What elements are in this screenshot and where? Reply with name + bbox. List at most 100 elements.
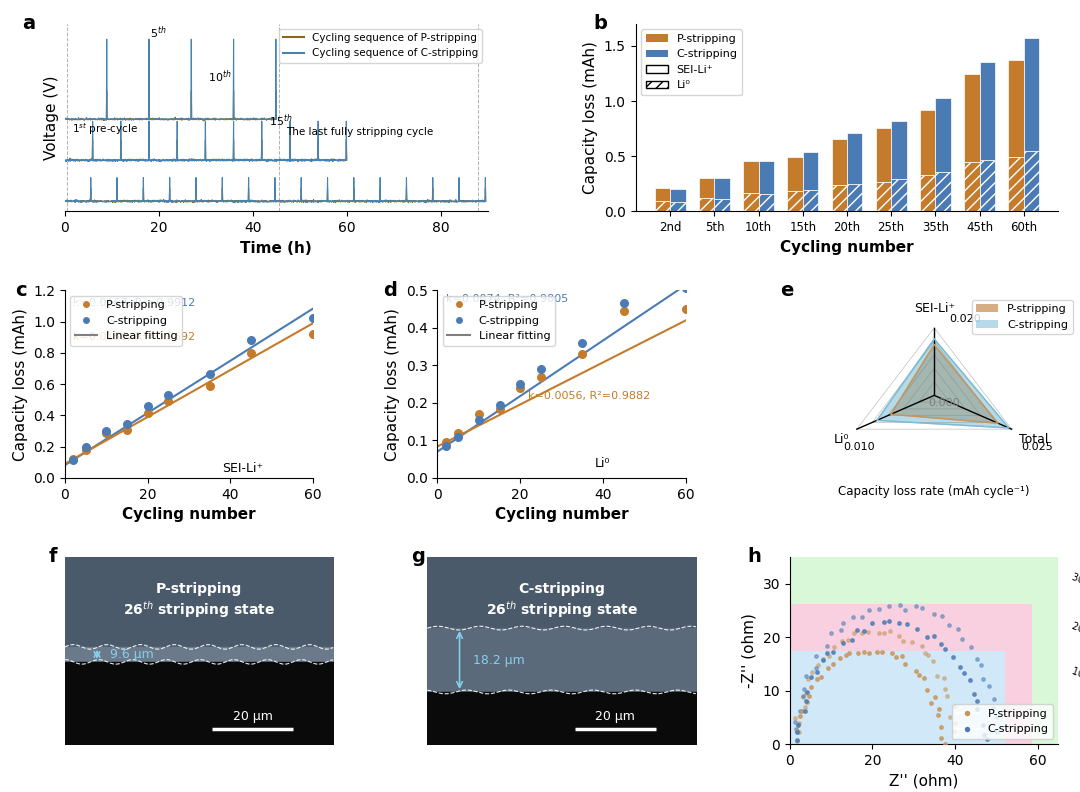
Point xyxy=(931,703,948,715)
Point xyxy=(616,305,633,318)
Point xyxy=(916,672,933,684)
Point xyxy=(796,701,813,714)
Text: f: f xyxy=(49,547,57,566)
Point xyxy=(788,735,806,748)
Point xyxy=(961,673,978,686)
Point xyxy=(941,619,958,631)
Point xyxy=(876,615,893,628)
Point xyxy=(201,367,218,380)
Point xyxy=(809,659,826,672)
Point xyxy=(789,718,807,730)
Text: 0.020: 0.020 xyxy=(949,314,981,324)
Point xyxy=(988,725,1005,738)
Text: Li⁰: Li⁰ xyxy=(834,433,849,446)
Legend: P-stripping, C-stripping, SEI-Li⁺, Li⁰: P-stripping, C-stripping, SEI-Li⁺, Li⁰ xyxy=(642,29,742,95)
Point xyxy=(907,600,924,612)
Point xyxy=(831,652,848,664)
Point xyxy=(794,691,811,703)
Point xyxy=(914,602,931,615)
Point xyxy=(864,616,881,629)
Bar xyxy=(715,200,730,211)
Bar xyxy=(802,152,819,190)
Point xyxy=(490,402,509,415)
Point xyxy=(870,603,888,615)
Point xyxy=(449,427,467,440)
Point xyxy=(812,670,829,683)
Text: k=0.0167, R²=0.9912: k=0.0167, R²=0.9912 xyxy=(73,298,195,308)
Legend: P-stripping, C-stripping, Linear fitting: P-stripping, C-stripping, Linear fitting xyxy=(70,296,183,346)
Bar xyxy=(671,189,686,202)
Point xyxy=(881,625,899,638)
Text: 30$^{th}$: 30$^{th}$ xyxy=(1069,569,1080,589)
Point xyxy=(65,454,82,466)
Text: 20 μm: 20 μm xyxy=(233,710,273,723)
Point xyxy=(951,661,969,673)
Bar xyxy=(964,74,980,162)
Bar xyxy=(787,158,802,191)
Text: Total: Total xyxy=(1020,433,1049,446)
Point xyxy=(849,624,866,637)
Point xyxy=(470,413,487,426)
Point xyxy=(875,626,892,639)
Point xyxy=(853,626,870,639)
Text: e: e xyxy=(780,281,794,300)
Y-axis label: Capacity loss (mAh): Capacity loss (mAh) xyxy=(583,41,598,194)
Point xyxy=(807,661,824,674)
Point xyxy=(677,303,694,315)
Text: SEI-Li⁺: SEI-Li⁺ xyxy=(914,302,955,314)
Point xyxy=(573,337,591,349)
Point xyxy=(880,600,897,612)
Point xyxy=(437,436,455,448)
Point xyxy=(985,693,1002,706)
Bar xyxy=(789,557,1058,744)
Point xyxy=(985,702,1002,714)
Point xyxy=(797,687,814,699)
Point xyxy=(880,615,897,628)
Text: 0.010: 0.010 xyxy=(843,442,875,452)
Point xyxy=(786,715,804,728)
Point xyxy=(845,626,862,639)
Text: b: b xyxy=(593,14,607,33)
Point xyxy=(939,690,956,703)
Bar xyxy=(743,161,758,192)
Point xyxy=(824,657,841,670)
Legend: P-stripping, C-stripping: P-stripping, C-stripping xyxy=(972,299,1072,334)
Point xyxy=(160,395,177,408)
Point xyxy=(869,626,887,639)
Bar xyxy=(847,184,863,211)
Point xyxy=(969,703,986,715)
Point xyxy=(949,623,967,636)
Bar xyxy=(1009,158,1024,211)
Point xyxy=(793,704,810,717)
Point xyxy=(916,647,933,660)
Text: 0.000: 0.000 xyxy=(929,398,960,408)
Point xyxy=(933,638,950,650)
Bar xyxy=(654,188,671,201)
Bar xyxy=(699,178,715,198)
Point xyxy=(936,683,954,695)
Y-axis label: Capacity loss (mAh): Capacity loss (mAh) xyxy=(386,307,400,461)
Bar xyxy=(787,191,802,211)
Text: d: d xyxy=(382,281,396,300)
X-axis label: Cycling number: Cycling number xyxy=(122,507,256,522)
Point xyxy=(933,732,950,744)
Point xyxy=(65,453,82,466)
Point xyxy=(860,626,877,639)
Text: 10$^{th}$: 10$^{th}$ xyxy=(208,69,232,86)
Point xyxy=(819,640,836,653)
Point xyxy=(242,347,259,360)
Point xyxy=(855,625,873,638)
Point xyxy=(944,650,961,663)
Point xyxy=(924,655,942,668)
Bar xyxy=(1024,151,1039,211)
Point xyxy=(843,634,861,647)
Point xyxy=(913,639,930,652)
Point xyxy=(819,647,836,660)
Point xyxy=(677,282,694,295)
Point xyxy=(820,650,837,663)
Point xyxy=(924,607,942,620)
Point xyxy=(820,661,837,674)
Point xyxy=(305,311,322,324)
Point xyxy=(883,646,901,659)
Point xyxy=(935,672,953,685)
